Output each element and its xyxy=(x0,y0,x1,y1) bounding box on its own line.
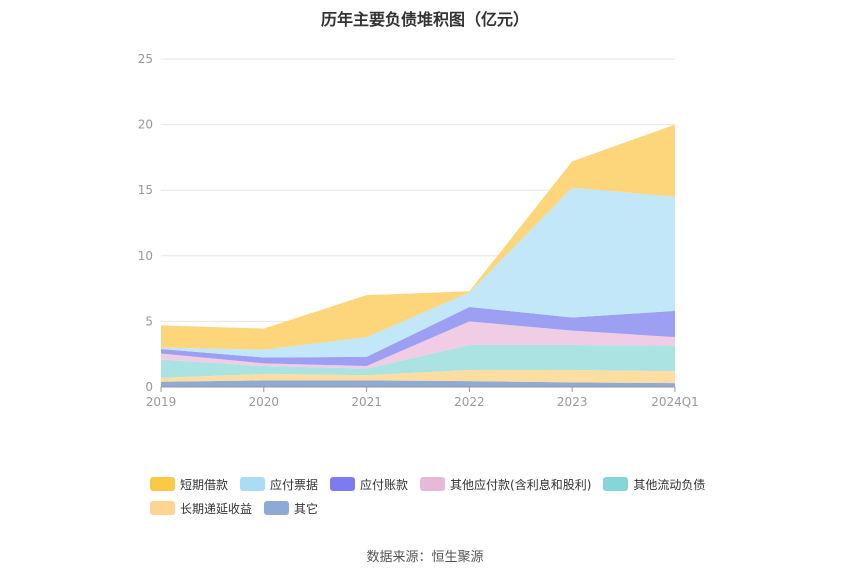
legend-item[interactable]: 其他流动负债 xyxy=(603,476,705,493)
y-tick-label: 10 xyxy=(138,249,153,263)
legend-swatch xyxy=(150,501,175,515)
legend-item[interactable]: 长期递延收益 xyxy=(150,500,252,517)
chart-title: 历年主要负债堆积图（亿元） xyxy=(320,10,529,29)
legend-label: 其他应付款(含利息和股利) xyxy=(450,477,592,492)
x-tick-label: 2020 xyxy=(249,395,280,409)
legend-label: 应付账款 xyxy=(360,477,409,492)
stacked-area-chart: 0 5 10 15 20 25 2019 2020 2021 2022 2023 2024Q1 xyxy=(138,52,699,409)
legend-label: 其它 xyxy=(294,501,319,516)
x-tick-label: 2021 xyxy=(351,395,382,409)
y-tick-label: 25 xyxy=(138,52,153,66)
legend-item[interactable]: 应付票据 xyxy=(240,476,318,493)
data-source-note: 数据来源：恒生聚源 xyxy=(366,550,484,565)
legend-item[interactable]: 其他应付款(含利息和股利) xyxy=(420,476,591,493)
legend-item[interactable]: 短期借款 xyxy=(150,476,228,493)
legend-label: 应付票据 xyxy=(270,477,319,492)
y-tick-label: 5 xyxy=(145,314,153,328)
x-tick-label: 2022 xyxy=(454,395,485,409)
area-series-4 xyxy=(161,306,675,367)
legend-label: 短期借款 xyxy=(180,477,229,492)
legend-swatch xyxy=(150,477,175,491)
legend-swatch xyxy=(264,501,290,515)
y-tick-label: 0 xyxy=(145,380,153,394)
area-series-3 xyxy=(161,321,675,369)
legend-row: 短期借款 应付票据 应付账款 其他应付款(含利息和股利) 其他流动负债 xyxy=(150,472,750,496)
y-tick-label: 15 xyxy=(138,183,153,197)
area-series-0 xyxy=(161,380,675,387)
legend-swatch xyxy=(420,477,446,491)
legend-swatch xyxy=(603,477,629,491)
x-tick-label: 2024Q1 xyxy=(651,395,699,409)
area-series-2 xyxy=(161,345,675,378)
area-series-6 xyxy=(161,124,675,350)
area-series-5 xyxy=(161,187,675,358)
x-tick-label: 2019 xyxy=(146,395,177,409)
legend-item[interactable]: 其它 xyxy=(264,500,318,517)
legend-label: 其他流动负债 xyxy=(633,477,706,492)
legend-swatch xyxy=(330,477,356,491)
legend-row: 长期递延收益 其它 xyxy=(150,496,750,520)
area-series-1 xyxy=(161,369,675,384)
legend-label: 长期递延收益 xyxy=(180,501,253,516)
x-tick-label: 2023 xyxy=(557,395,588,409)
legend-swatch xyxy=(240,477,266,491)
y-tick-label: 20 xyxy=(138,118,153,132)
chart-legend: 短期借款 应付票据 应付账款 其他应付款(含利息和股利) 其他流动负债长期递延收益 其它 xyxy=(150,472,750,520)
legend-item[interactable]: 应付账款 xyxy=(330,476,408,493)
